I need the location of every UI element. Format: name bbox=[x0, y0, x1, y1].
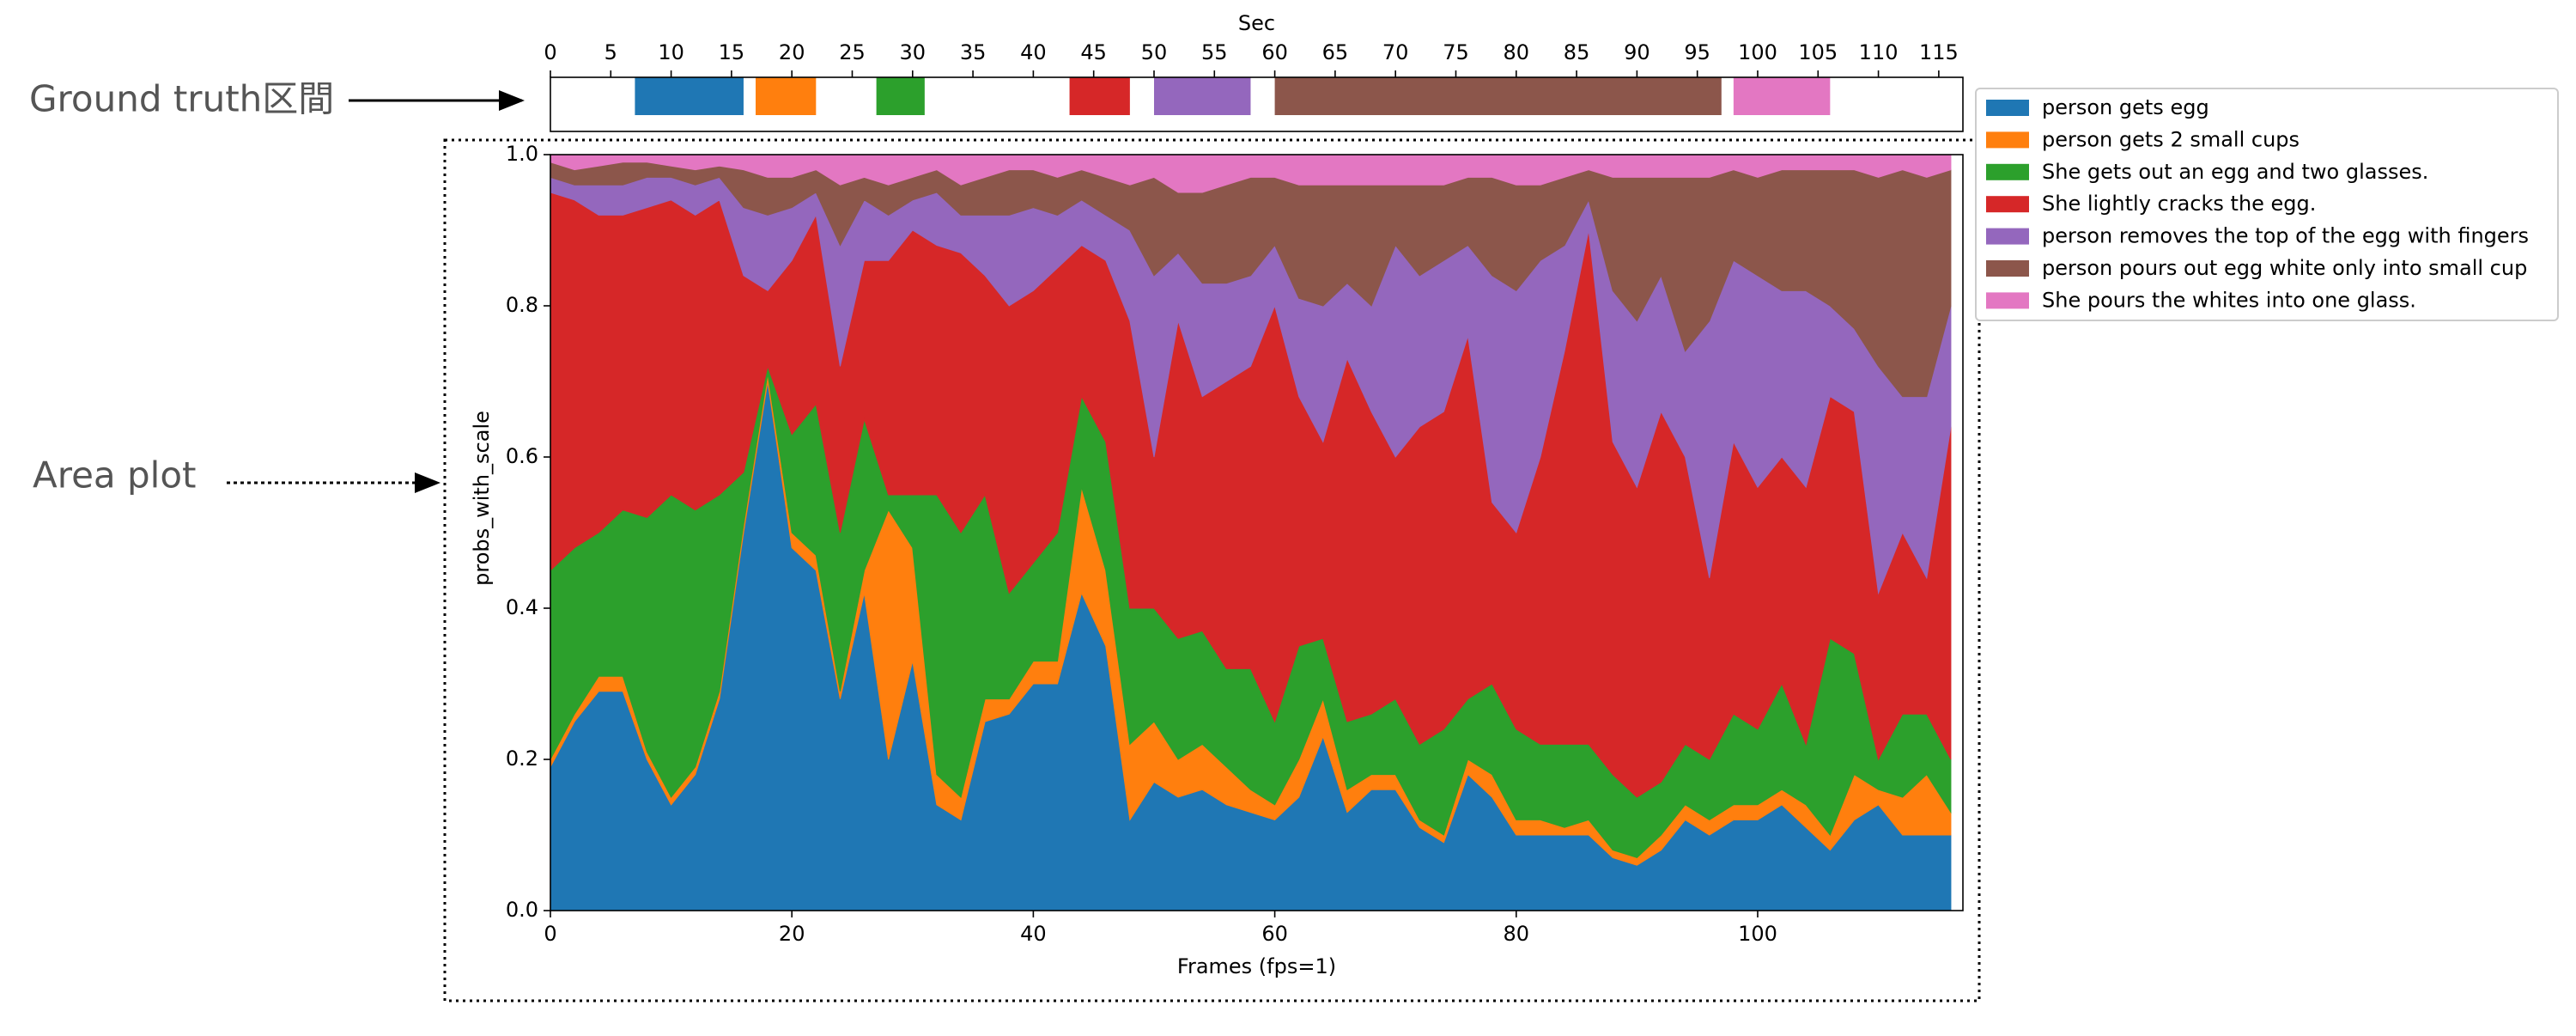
annotation: Area plot bbox=[33, 454, 197, 497]
annotation: Ground truth区間 bbox=[29, 78, 334, 120]
x2-tick-label: 60 bbox=[1261, 40, 1288, 64]
x2-tick-label: 100 bbox=[1738, 40, 1777, 64]
x2-tick-label: 110 bbox=[1859, 40, 1899, 64]
legend-label: She gets out an egg and two glasses. bbox=[2042, 160, 2428, 184]
legend-label: person pours out egg white only into sma… bbox=[2042, 256, 2527, 280]
x2-tick-label: 90 bbox=[1624, 40, 1650, 64]
legend-swatch bbox=[1986, 196, 2029, 213]
x2-tick-label: 50 bbox=[1141, 40, 1168, 64]
x2-tick-label: 115 bbox=[1919, 40, 1959, 64]
x2-tick-label: 35 bbox=[960, 40, 987, 64]
x2-tick-label: 20 bbox=[779, 40, 805, 64]
x2-tick-label: 30 bbox=[900, 40, 927, 64]
x-tick-label: 80 bbox=[1504, 922, 1530, 946]
x-tick-label: 0 bbox=[544, 922, 556, 946]
legend-swatch bbox=[1986, 131, 2029, 149]
area-box bbox=[443, 138, 1981, 1002]
x2-tick-label: 5 bbox=[605, 40, 617, 64]
ground-truth-bar bbox=[1069, 77, 1130, 115]
x-tick-label: 40 bbox=[1020, 922, 1047, 946]
legend-label: person gets 2 small cups bbox=[2042, 127, 2300, 151]
x2-tick-label: 40 bbox=[1020, 40, 1047, 64]
legend-swatch bbox=[1986, 292, 2029, 309]
y-tick-label: 0.4 bbox=[506, 595, 538, 619]
ground-truth-bar bbox=[1153, 77, 1251, 115]
legend-swatch bbox=[1986, 260, 2029, 277]
ground-truth-bar bbox=[1733, 77, 1831, 115]
x-tick-label: 60 bbox=[1261, 922, 1288, 946]
x2-tick-label: 25 bbox=[839, 40, 866, 64]
y-tick-label: 0.6 bbox=[506, 444, 538, 468]
x2-tick-label: 0 bbox=[544, 40, 556, 64]
x2-tick-label: 80 bbox=[1504, 40, 1530, 64]
x2-tick-label: 65 bbox=[1322, 40, 1349, 64]
ground-truth-bar bbox=[756, 77, 817, 115]
y-axis-label: probs_with_scale bbox=[470, 411, 494, 586]
x-tick-label: 100 bbox=[1738, 922, 1777, 946]
legend-label: She pours the whites into one glass. bbox=[2042, 288, 2416, 312]
x2-tick-label: 85 bbox=[1564, 40, 1590, 64]
legend-swatch bbox=[1986, 100, 2029, 116]
legend-label: person gets egg bbox=[2042, 95, 2209, 119]
y-tick-label: 0.2 bbox=[506, 747, 538, 771]
y-tick-label: 1.0 bbox=[506, 142, 538, 166]
legend-swatch bbox=[1986, 163, 2029, 180]
x2-tick-label: 10 bbox=[658, 40, 684, 64]
axes-frame bbox=[550, 154, 1964, 911]
x2-tick-label: 45 bbox=[1080, 40, 1107, 64]
y-tick-label: 0.0 bbox=[506, 898, 538, 922]
y-tick-label: 0.8 bbox=[506, 293, 538, 317]
legend-frame bbox=[1975, 88, 2559, 321]
legend-swatch bbox=[1986, 228, 2029, 245]
x2-tick-label: 70 bbox=[1382, 40, 1409, 64]
x-tick-label: 20 bbox=[779, 922, 805, 946]
x2-tick-label: 15 bbox=[719, 40, 745, 64]
x2-axis-label: Sec bbox=[1238, 11, 1275, 35]
x2-tick-label: 105 bbox=[1798, 40, 1838, 64]
x2-tick-label: 75 bbox=[1443, 40, 1469, 64]
legend-label: She lightly cracks the egg. bbox=[2042, 192, 2316, 216]
x2-tick-label: 95 bbox=[1684, 40, 1710, 64]
ground-truth-bar bbox=[635, 77, 744, 115]
ground-truth-frame bbox=[550, 76, 1964, 132]
legend-label: person removes the top of the egg with f… bbox=[2042, 224, 2529, 248]
x2-tick-label: 55 bbox=[1201, 40, 1228, 64]
ground-truth-bar bbox=[876, 77, 925, 115]
ground-truth-bar bbox=[1274, 77, 1722, 115]
x-axis-label: Frames (fps=1) bbox=[1177, 954, 1336, 978]
